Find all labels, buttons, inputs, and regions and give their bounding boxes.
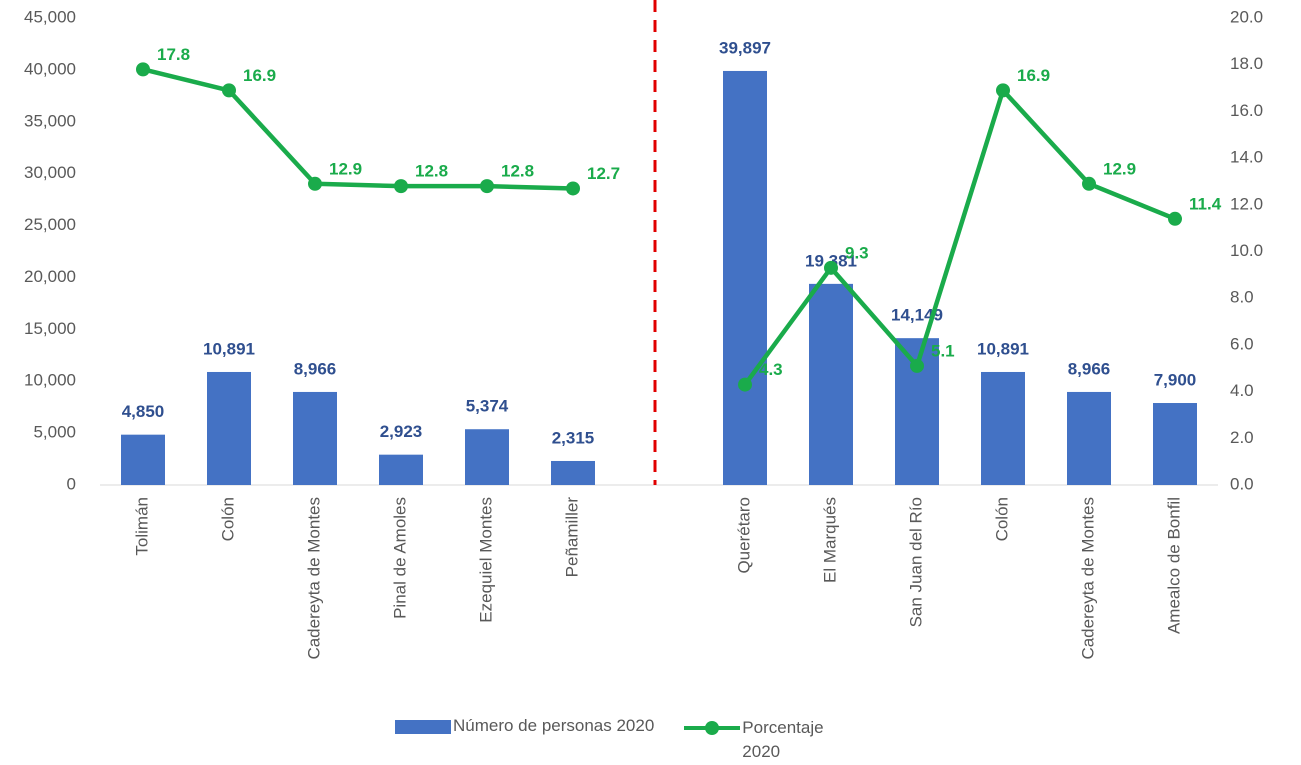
y-tick-label: 30,000 xyxy=(24,163,76,182)
x-tick-label: Amealco de Bonfil xyxy=(1164,497,1183,634)
x-tick-label: Ezequiel Montes xyxy=(476,497,495,623)
line-value-label: 12.7 xyxy=(587,164,620,183)
x-tick-label: San Juan del Río xyxy=(906,497,925,627)
y-tick-label: 40,000 xyxy=(24,59,76,78)
line-marker xyxy=(480,179,494,194)
y-tick-label: 20,000 xyxy=(24,267,76,286)
line xyxy=(142,67,1176,386)
line-value-label: 5.1 xyxy=(931,341,955,360)
line-marker xyxy=(824,260,838,275)
x-tick-label: Cadereyta de Montes xyxy=(304,497,323,660)
bar-value-label: 39,897 xyxy=(719,38,771,57)
bar-value-label: 7,900 xyxy=(1154,370,1197,389)
y2-tick-label: 20.0 xyxy=(1230,7,1263,26)
line-marker xyxy=(222,83,236,98)
line-marker xyxy=(394,179,408,194)
y2-tick-label: 16.0 xyxy=(1230,101,1263,120)
y2-tick-label: 12.0 xyxy=(1230,194,1263,213)
line-marker xyxy=(136,62,150,77)
bar xyxy=(1067,391,1111,485)
y-tick-label: 10,000 xyxy=(24,371,76,390)
x-tick-label: Querétaro xyxy=(734,497,753,574)
y-tick-label: 25,000 xyxy=(24,215,76,234)
line-marker xyxy=(996,83,1010,98)
y-tick-label: 15,000 xyxy=(24,319,76,338)
bar xyxy=(465,429,509,485)
line-marker xyxy=(1082,176,1096,191)
bar-value-label: 5,374 xyxy=(466,397,509,416)
legend-label: Número de personas 2020 xyxy=(453,716,655,735)
y2-tick-label: 10.0 xyxy=(1230,241,1263,260)
y2-tick-label: 4.0 xyxy=(1230,381,1254,400)
legend-swatch xyxy=(684,716,741,738)
x-tick-label: Colón xyxy=(992,497,1011,541)
bar xyxy=(723,70,767,486)
bar xyxy=(207,371,251,485)
line-value-label: 16.9 xyxy=(243,66,276,85)
x-tick-label: Pinal de Amoles xyxy=(390,497,409,619)
line-marker xyxy=(1168,211,1182,226)
y2-tick-label: 14.0 xyxy=(1230,148,1263,167)
line-value-label: 17.8 xyxy=(157,45,190,64)
line-value-label: 12.9 xyxy=(1103,159,1136,178)
line-value-label: 9.3 xyxy=(845,243,869,262)
line-marker xyxy=(566,181,580,196)
legend-item: Número de personas 2020 xyxy=(395,716,654,764)
bar-value-label: 10,891 xyxy=(203,339,255,358)
y2-tick-label: 18.0 xyxy=(1230,54,1263,73)
bar xyxy=(379,454,423,485)
y-tick-label: 5,000 xyxy=(33,423,76,442)
y2-tick-label: 0.0 xyxy=(1230,474,1254,493)
x-tick-label: Colón xyxy=(218,497,237,541)
y-tick-label: 45,000 xyxy=(24,7,76,26)
line-marker xyxy=(738,377,752,392)
bar-value-label: 4,850 xyxy=(122,402,165,421)
bar xyxy=(981,371,1025,485)
x-tick-label: Tolimán xyxy=(132,497,151,556)
bar-value-label: 2,923 xyxy=(380,422,423,441)
bar xyxy=(551,460,595,485)
bar-value-label: 10,891 xyxy=(977,339,1029,358)
line-value-label: 12.9 xyxy=(329,159,362,178)
y2-tick-label: 6.0 xyxy=(1230,334,1254,353)
bar xyxy=(121,434,165,485)
bar-value-label: 8,966 xyxy=(1068,359,1111,378)
legend-swatch xyxy=(395,720,451,734)
line-value-label: 11.4 xyxy=(1189,194,1222,213)
line-marker xyxy=(910,358,924,373)
line-value-label: 16.9 xyxy=(1017,66,1050,85)
bar xyxy=(809,283,853,485)
legend: Número de personas 2020 Porcentaje 2020 xyxy=(395,716,852,764)
y2-tick-label: 8.0 xyxy=(1230,288,1254,307)
bar-value-label: 2,315 xyxy=(552,428,595,447)
line-marker xyxy=(308,176,322,191)
y2-tick-label: 2.0 xyxy=(1230,428,1254,447)
x-tick-label: Cadereyta de Montes xyxy=(1078,497,1097,660)
bar xyxy=(293,391,337,485)
line-value-label: 12.8 xyxy=(501,162,534,181)
legend-label: Porcentaje 2020 xyxy=(742,718,824,761)
y-tick-label: 35,000 xyxy=(24,111,76,130)
x-tick-label: El Marqués xyxy=(820,497,839,583)
line-value-label: 4.3 xyxy=(759,360,783,379)
bar xyxy=(1153,403,1197,485)
bar-value-label: 8,966 xyxy=(294,359,337,378)
y-tick-label: 0 xyxy=(67,474,76,493)
x-tick-label: Peñamiller xyxy=(562,497,581,578)
legend-item: Porcentaje 2020 xyxy=(684,716,852,764)
line-value-label: 12.8 xyxy=(415,162,448,181)
